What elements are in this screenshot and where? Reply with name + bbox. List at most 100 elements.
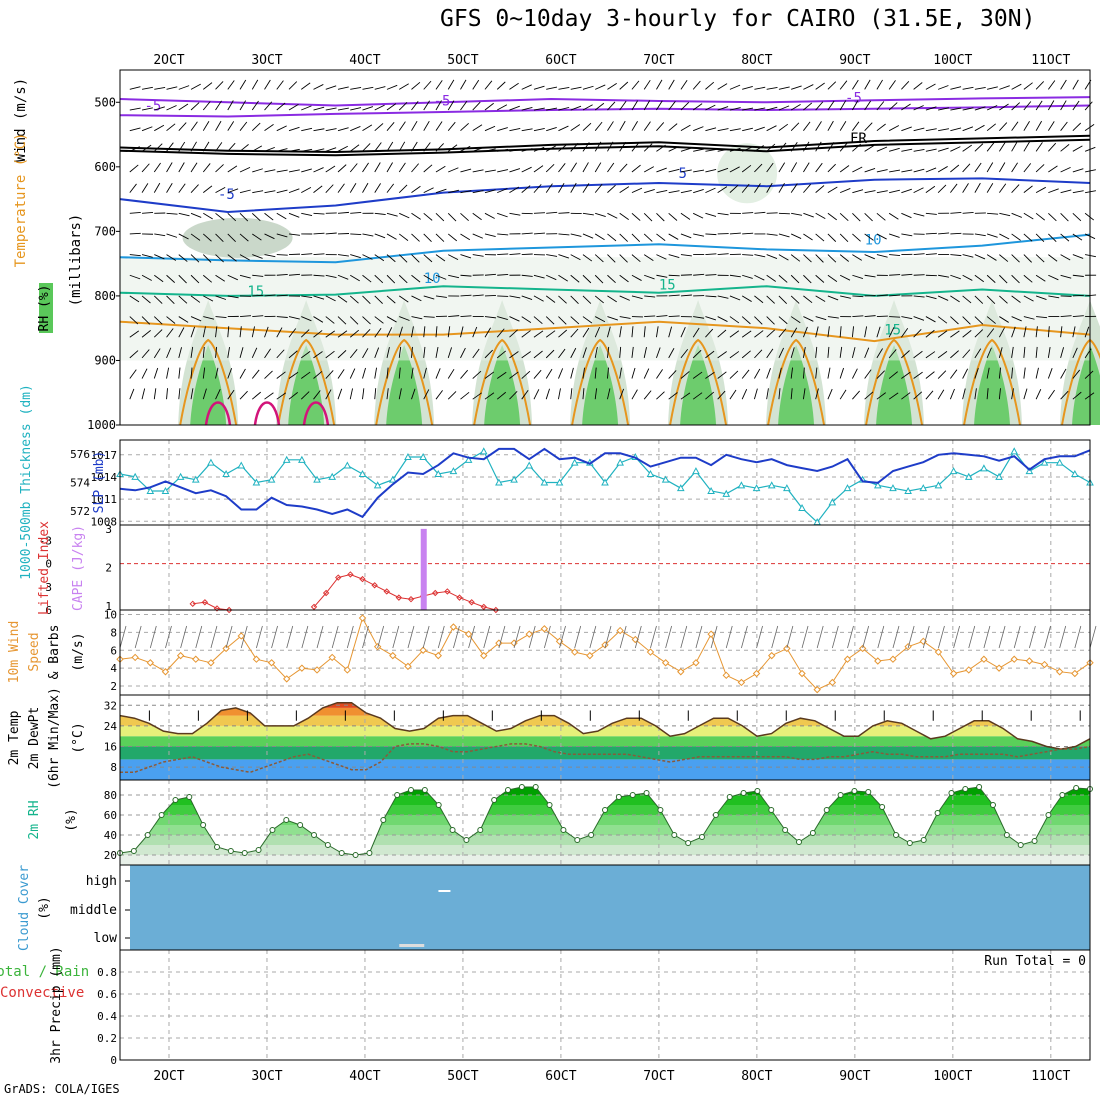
wind-barb	[680, 348, 689, 359]
wind-barb	[521, 253, 533, 256]
wind-barb	[313, 330, 323, 338]
wind-barb	[423, 346, 426, 358]
wind-barb	[1035, 142, 1043, 152]
wind-barb	[190, 367, 193, 379]
wind-barb	[644, 295, 656, 298]
wind-barb	[1060, 254, 1071, 261]
wind-barb	[337, 127, 349, 132]
wind-barb	[729, 184, 739, 193]
wind-barb	[484, 273, 496, 276]
wind-barb	[154, 274, 164, 283]
rh-unit: (%)	[64, 808, 79, 831]
rh-point	[754, 788, 761, 794]
wind-barb	[913, 316, 925, 321]
wind-barb	[938, 107, 949, 111]
wind-barb	[1085, 294, 1097, 297]
wind-barb	[472, 294, 484, 297]
rh-point	[380, 817, 387, 823]
wind-barb	[350, 274, 360, 282]
wind-point	[283, 675, 291, 683]
wind-barb	[913, 148, 925, 152]
wind-barb	[447, 79, 455, 90]
wind-barb	[227, 326, 230, 338]
wind-barb	[411, 233, 420, 242]
wind-barb	[215, 316, 227, 319]
surface-wind-barb	[1074, 625, 1082, 649]
wind-barb	[803, 295, 813, 304]
wind-barb	[129, 232, 141, 235]
rh-point	[740, 790, 747, 796]
surface-wind-barb	[953, 625, 960, 649]
wind-barb	[582, 388, 585, 400]
wind-barb	[1072, 326, 1076, 338]
thickness-point	[601, 478, 609, 486]
wind-barb	[166, 388, 168, 400]
wind-barb	[913, 350, 923, 359]
wind-barb	[741, 183, 750, 193]
wind-point	[237, 632, 245, 640]
wind-barb	[190, 233, 201, 241]
wind-barb	[545, 316, 555, 325]
thickness-point	[570, 458, 579, 466]
thickness-point	[343, 461, 352, 469]
wind-barb	[827, 367, 831, 379]
wind-barb	[815, 212, 826, 220]
contour-label: 15	[659, 277, 676, 293]
wind-barb	[778, 123, 789, 132]
li-tick-label: -3	[39, 534, 52, 547]
wind-barb	[570, 162, 577, 173]
rh-point	[435, 802, 442, 808]
thickness-point	[843, 484, 852, 492]
wind-barb	[974, 348, 982, 359]
wind-barb	[386, 367, 389, 379]
wind-barb	[313, 84, 324, 90]
wind-barb	[178, 327, 185, 338]
wind-barb	[827, 233, 837, 242]
wind-barb	[864, 79, 871, 90]
wind-barb	[460, 326, 464, 338]
wind-barb	[472, 233, 484, 239]
wind-barb	[215, 120, 222, 131]
wind-barb	[974, 316, 984, 325]
wind-barb	[705, 350, 715, 359]
wind-barb	[815, 295, 826, 302]
wind-barb	[190, 254, 200, 263]
rh-point	[269, 827, 276, 833]
wind-point	[419, 646, 427, 654]
thickness-point	[1040, 458, 1049, 466]
thickness-point	[555, 478, 564, 486]
wind-barb	[1035, 233, 1045, 243]
surface-wind-barb	[165, 625, 172, 649]
wind-barb	[166, 212, 178, 215]
rh-point	[768, 807, 775, 813]
thickness-point	[525, 461, 534, 469]
wind-barb	[839, 142, 848, 152]
wind-barb	[288, 169, 300, 173]
wind-barb	[889, 254, 901, 257]
precip-tick-label: 0.6	[97, 988, 117, 1001]
upper-ylabel-unit: (millibars)	[68, 214, 84, 307]
wind-barb	[986, 123, 997, 132]
bottom-date-label: 6OCT	[545, 1069, 576, 1084]
wind-barb	[141, 295, 151, 304]
wind-barb	[950, 146, 961, 152]
surface-wind-barb	[286, 625, 294, 649]
wind-barb	[558, 295, 567, 304]
wind-barb	[215, 81, 224, 90]
wind-barb	[888, 392, 899, 400]
wind-barb	[913, 82, 923, 90]
wind-barb	[411, 81, 421, 90]
temperature-contour-warm	[375, 338, 434, 426]
wind-barb	[362, 316, 371, 325]
surface-wind-barb	[528, 625, 536, 649]
wind-barb	[252, 274, 264, 277]
wind-ylabel-2: Speed	[27, 632, 42, 671]
wind-barb	[166, 123, 176, 132]
wind-barb	[313, 253, 325, 256]
rh-point	[283, 817, 290, 823]
thickness-point	[358, 469, 367, 477]
wind-barb	[251, 326, 255, 338]
top-date-label: 7OCT	[643, 53, 674, 68]
thickness-point	[692, 467, 700, 475]
rh-shade-high	[288, 345, 325, 425]
